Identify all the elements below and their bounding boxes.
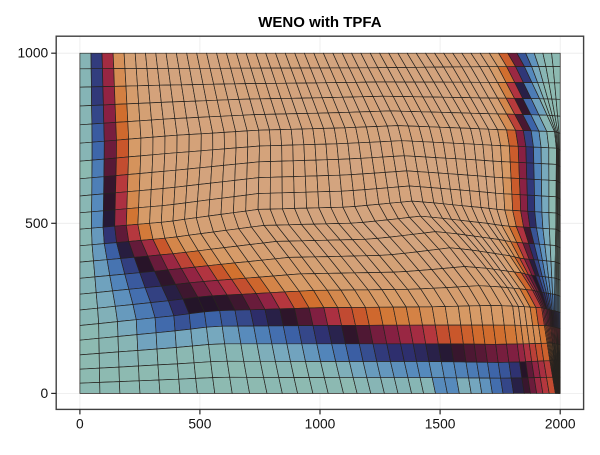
svg-text:0: 0 — [41, 386, 49, 401]
svg-text:0: 0 — [76, 416, 84, 431]
svg-text:WENO with TPFA: WENO with TPFA — [258, 14, 381, 31]
svg-text:500: 500 — [25, 216, 48, 231]
svg-text:1500: 1500 — [425, 416, 456, 431]
svg-text:2000: 2000 — [545, 416, 576, 431]
svg-text:1000: 1000 — [17, 46, 48, 61]
svg-text:500: 500 — [188, 416, 211, 431]
svg-text:1000: 1000 — [305, 416, 336, 431]
